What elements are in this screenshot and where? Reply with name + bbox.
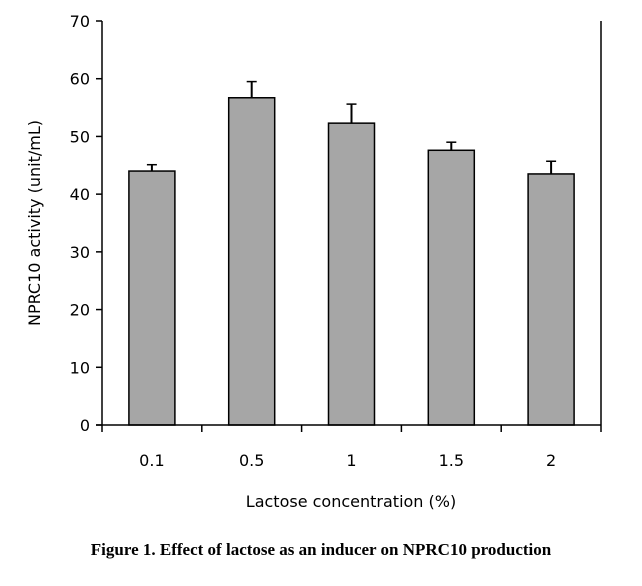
y-tick-label: 60 xyxy=(70,70,90,89)
x-axis-title: Lactose concentration (%) xyxy=(246,492,456,511)
bar xyxy=(227,97,276,426)
y-tick-label: 30 xyxy=(70,243,90,262)
bar xyxy=(527,173,575,426)
y-tick-label: 70 xyxy=(70,12,90,31)
bar xyxy=(427,149,476,426)
y-tick-label: 50 xyxy=(70,127,90,146)
bar xyxy=(128,170,176,426)
x-tick-label: 2 xyxy=(546,451,556,470)
x-tick-label: 1.5 xyxy=(439,451,464,470)
figure-caption: Figure 1. Effect of lactose as an induce… xyxy=(90,540,552,559)
y-tick-label: 10 xyxy=(70,358,90,377)
bars-group xyxy=(128,80,575,426)
x-tick-label: 0.1 xyxy=(139,451,164,470)
y-axis-title: NPRC10 activity (unit/mL) xyxy=(25,120,44,326)
y-tick-label: 0 xyxy=(80,416,90,435)
bar-chart: 0 10 20 30 40 50 60 70 0.1 0.5 1 1.5 2 NPRC10 activi… xyxy=(25,12,602,511)
y-tick-label: 20 xyxy=(70,301,90,320)
axes-group: 0 10 20 30 40 50 60 70 0.1 0.5 1 1.5 2 xyxy=(70,12,602,470)
y-tick-label: 40 xyxy=(70,185,90,204)
x-tick-label: 1 xyxy=(346,451,356,470)
bar xyxy=(327,122,376,426)
x-tick-label: 0.5 xyxy=(239,451,264,470)
